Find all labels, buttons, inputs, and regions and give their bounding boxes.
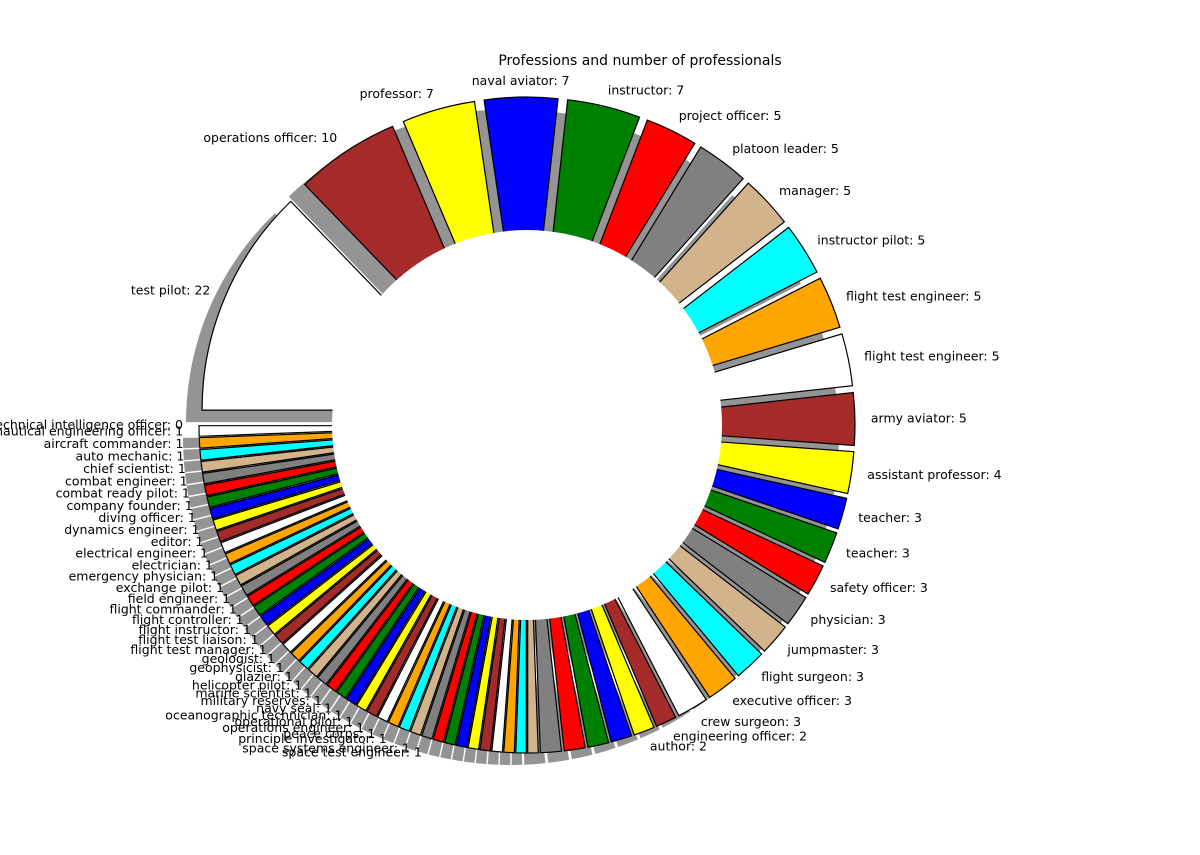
slice-label: navy seal: 1	[256, 700, 332, 715]
slice-label: geophysicist: 1	[189, 660, 283, 675]
slice-label: exchange pilot: 1	[116, 580, 224, 595]
slice-label: space systems engineer: 1	[242, 741, 410, 756]
slice-label: author: 2	[650, 738, 707, 753]
slice-label: space test engineer: 1	[282, 745, 422, 760]
slice-label: electrician: 1	[132, 557, 213, 572]
slice-label: platoon leader: 5	[732, 141, 839, 156]
slice-label: company founder: 1	[67, 498, 193, 513]
slice-label: operations engineer: 1	[222, 720, 364, 735]
slice-label: flight commander: 1	[109, 602, 236, 617]
slice-label: teacher: 3	[846, 546, 910, 561]
chart-title: Professions and number of professionals	[498, 53, 781, 69]
slice-label: electrical engineer: 1	[75, 546, 208, 561]
slice-label: combat ready pilot: 1	[56, 486, 190, 501]
slice-label: test pilot: 22	[131, 283, 211, 298]
slice-label: manager: 5	[779, 183, 851, 198]
slice-label: combat engineer: 1	[65, 473, 188, 488]
slice-label: teacher: 3	[858, 510, 922, 525]
slice-label: crew surgeon: 3	[701, 714, 801, 729]
slice-label: diving officer: 1	[98, 510, 195, 525]
slice-label: physician: 3	[810, 612, 885, 627]
slice-label: project officer: 5	[679, 108, 782, 123]
slice-label: peace corps: 1	[283, 726, 375, 741]
slice-labels: test pilot: 22 operations officer: 10 prof…	[0, 73, 1002, 759]
slice-label: professor: 7	[360, 86, 434, 101]
slice-label: flight test engineer: 5	[864, 348, 999, 363]
slice-label: field engineer: 1	[128, 591, 230, 606]
slice-label: flight instructor: 1	[138, 622, 250, 637]
slice-label: editor: 1	[151, 534, 204, 549]
slice-label: operational pilot: 1	[234, 714, 353, 729]
slice-label: flight surgeon: 3	[761, 669, 864, 684]
slice-label: oceanographic technician: 1	[165, 707, 342, 722]
slice-label: executive officer: 3	[732, 693, 852, 708]
slice-label: aeronautical engineering officer: 1	[0, 423, 183, 438]
slice-label: helicopter pilot: 1	[192, 677, 302, 692]
slice-label: assistant professor: 4	[867, 467, 1001, 482]
slice-label: marine scientist: 1	[195, 685, 311, 700]
slice-label: chief scientist: 1	[83, 461, 186, 476]
slice-label: army aviator: 5	[871, 411, 967, 426]
slice-label: flight test liaison: 1	[138, 632, 258, 647]
pie-center-hole	[332, 230, 722, 620]
slice-label: principle investigator: 1	[238, 731, 386, 746]
slice-label: safety officer: 3	[830, 580, 928, 595]
slice-label: dynamics engineer: 1	[64, 522, 199, 537]
slice-label: glazier: 1	[235, 669, 293, 684]
slice-label: auto mechanic: 1	[76, 448, 185, 463]
slice-label: instructor: 7	[608, 83, 684, 98]
slice-label: emergency physician: 1	[69, 569, 219, 584]
slice-label: military reserves: 1	[200, 693, 321, 708]
slice-label: naval aviator: 7	[472, 73, 570, 88]
slice-label: flight controller: 1	[132, 612, 244, 627]
slice-label: flight test manager: 1	[130, 642, 266, 657]
slice-label: flight test engineer: 5	[846, 288, 981, 303]
slice-label: operations officer: 10	[203, 130, 337, 145]
slice-label: geologist: 1	[202, 651, 275, 666]
slice-label: instructor pilot: 5	[817, 233, 925, 248]
slice-label: jumpmaster: 3	[786, 642, 879, 657]
pie-slices	[198, 96, 856, 754]
slice-label: technical intelligence officer: 0	[0, 417, 183, 432]
slice-label: aircraft commander: 1	[44, 436, 184, 451]
slice-label: engineering officer: 2	[673, 729, 807, 744]
